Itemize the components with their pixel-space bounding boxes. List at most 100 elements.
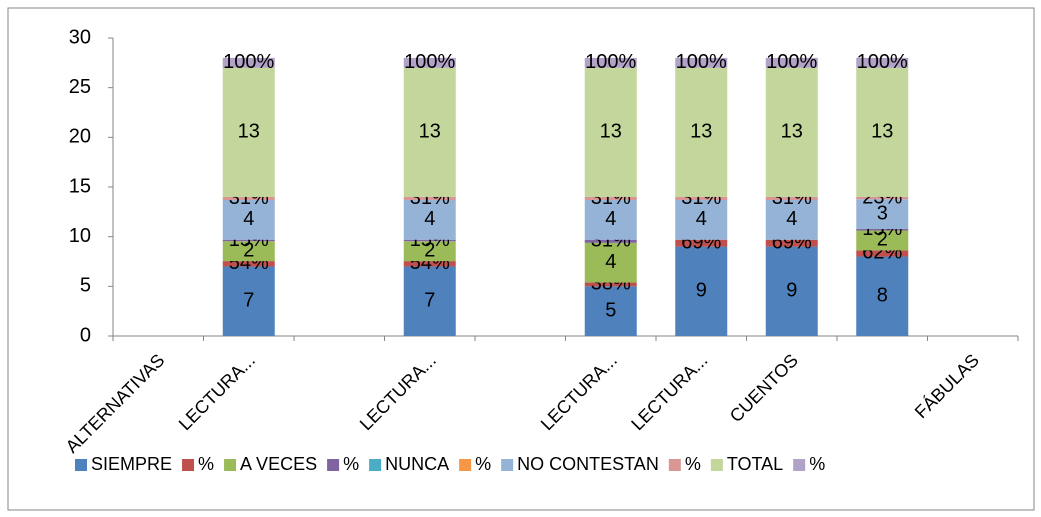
legend-swatch xyxy=(710,459,723,471)
legend-label: % xyxy=(475,454,491,474)
bar-segment xyxy=(765,57,818,68)
legend-swatch xyxy=(501,459,514,471)
bar-segment xyxy=(765,67,818,197)
bar-segment xyxy=(584,286,637,336)
data-label: 5 xyxy=(605,299,616,321)
data-label: 13 xyxy=(781,121,803,143)
data-label: 100% xyxy=(223,51,274,73)
legend-label: % xyxy=(343,454,359,474)
bar-segment xyxy=(584,67,637,197)
y-tick-label: 25 xyxy=(69,76,91,98)
y-tick-label: 15 xyxy=(69,175,91,197)
bar-segment xyxy=(856,229,909,231)
y-tick-label: 5 xyxy=(80,275,91,297)
data-label: 2 xyxy=(424,239,435,261)
legend-swatch xyxy=(793,459,806,471)
data-label: 100% xyxy=(857,51,908,73)
bar-segment xyxy=(856,57,909,68)
bar-segment xyxy=(765,246,818,336)
y-tick-label: 30 xyxy=(69,26,91,48)
data-label: 7 xyxy=(243,290,254,312)
data-label: 4 xyxy=(786,208,797,230)
data-label: 4 xyxy=(605,208,616,230)
bar-segment xyxy=(222,57,275,68)
data-label: 100% xyxy=(766,51,817,73)
legend-label: SIEMPRE xyxy=(91,454,172,474)
y-tick-label: 10 xyxy=(69,225,91,247)
legend-label: % xyxy=(685,454,701,474)
data-label: 13 xyxy=(419,121,441,143)
bar-segment xyxy=(584,200,637,240)
bar-segment xyxy=(403,266,456,336)
legend-label: A VECES xyxy=(240,454,317,474)
data-label: 2 xyxy=(877,229,888,251)
legend-swatch xyxy=(327,459,340,471)
data-label: 4 xyxy=(605,251,616,273)
bar-segment xyxy=(675,67,728,197)
bar-segment xyxy=(675,196,728,201)
data-label: 13 xyxy=(871,121,893,143)
bar-segment xyxy=(584,196,637,201)
bar-segment xyxy=(403,241,456,262)
data-label: 4 xyxy=(424,208,435,230)
bar-segment xyxy=(765,200,818,240)
legend-swatch xyxy=(182,459,195,471)
bar-segment xyxy=(403,67,456,197)
bar-segment xyxy=(675,239,728,247)
bar-segment xyxy=(584,242,637,283)
data-label: 8 xyxy=(877,285,888,307)
data-label: 9 xyxy=(786,280,797,302)
bar-segment xyxy=(856,250,909,257)
data-label: 100% xyxy=(676,51,727,73)
bar-segment xyxy=(222,261,275,267)
legend-swatch xyxy=(75,459,87,471)
data-label: 2 xyxy=(243,239,254,261)
bar-segment xyxy=(403,57,456,68)
bar-segment xyxy=(856,230,909,251)
legend-label: NO CONTESTAN xyxy=(517,454,659,474)
legend-swatch xyxy=(459,459,472,471)
data-label: 3 xyxy=(877,202,888,224)
legend-label: % xyxy=(809,454,825,474)
data-label: 100% xyxy=(404,51,455,73)
y-tick-label: 0 xyxy=(80,324,91,346)
data-label: 13 xyxy=(600,121,622,143)
bar-segment xyxy=(222,196,275,201)
legend-label: TOTAL xyxy=(727,454,783,474)
legend-label: % xyxy=(198,454,214,474)
bar-segment xyxy=(765,196,818,201)
data-label: 13 xyxy=(690,121,712,143)
data-label: 100% xyxy=(585,51,636,73)
legend-swatch xyxy=(224,459,237,471)
bar-segment xyxy=(222,239,275,242)
bar-segment xyxy=(584,282,637,287)
data-label: 9 xyxy=(696,280,707,302)
bar-segment xyxy=(403,200,456,240)
bar-segment xyxy=(765,239,818,247)
bar-segment xyxy=(584,57,637,68)
bar-segment xyxy=(403,239,456,242)
bar-segment xyxy=(403,261,456,267)
bar-segment xyxy=(675,246,728,336)
bar-segment xyxy=(856,196,909,200)
bar-segment xyxy=(584,239,637,243)
bar-segment xyxy=(856,67,909,197)
data-label: 13 xyxy=(238,121,260,143)
bar-segment xyxy=(403,196,456,201)
data-label: 7 xyxy=(424,290,435,312)
bar-segment xyxy=(675,200,728,240)
bar-segment xyxy=(222,67,275,197)
data-label: 4 xyxy=(243,208,254,230)
y-tick-label: 20 xyxy=(69,126,91,148)
bar-segment xyxy=(222,241,275,262)
bar-segment xyxy=(222,266,275,336)
data-label: 4 xyxy=(696,208,707,230)
legend-swatch xyxy=(369,459,382,471)
bar-segment xyxy=(222,200,275,240)
bar-segment xyxy=(675,57,728,68)
bar-segment xyxy=(856,199,909,230)
bar-segment xyxy=(856,256,909,336)
legend-swatch xyxy=(668,459,681,471)
legend-label: NUNCA xyxy=(385,454,449,474)
